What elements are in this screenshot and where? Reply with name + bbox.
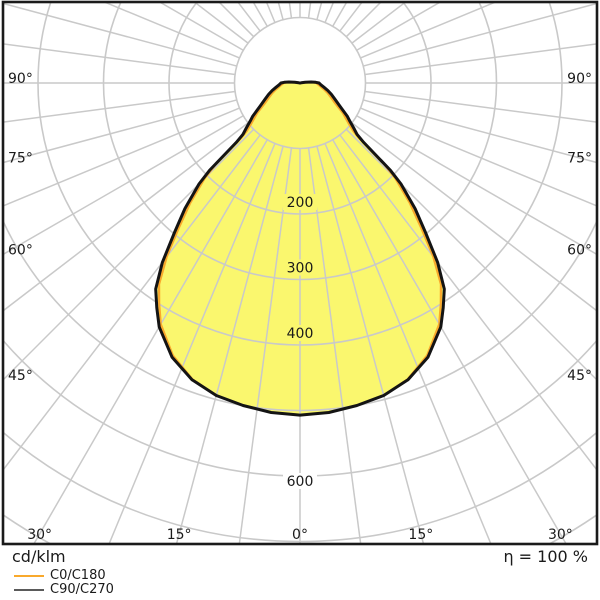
angle-label-left: 45° [8, 368, 33, 384]
grid-radial [363, 3, 596, 67]
grid-radial [4, 134, 261, 470]
ring-label: 200 [287, 195, 314, 211]
grid-radial [356, 115, 596, 255]
legend-item-c90: C90/C270 [14, 583, 114, 597]
c90-c270-curve [154, 80, 446, 417]
grid-radial [159, 3, 244, 51]
grid-radial [4, 122, 249, 312]
legend-label-c0: C0/C180 [50, 568, 106, 583]
grid-radial [175, 146, 284, 543]
efficiency-label: η = 100 % [503, 547, 588, 566]
grid-radial [194, 3, 249, 44]
legend-item-c0: C0/C180 [14, 569, 114, 583]
grid-radial [33, 139, 268, 543]
ring-label: 600 [287, 474, 314, 490]
c90-line-swatch [14, 589, 44, 591]
grid-radial [4, 128, 255, 381]
grid-radial [351, 3, 406, 44]
grid-radial [108, 143, 276, 543]
grid-radial [4, 90, 236, 123]
ring-label-chip [283, 473, 317, 489]
ring-label: 400 [287, 326, 314, 342]
c0-line-swatch [14, 575, 44, 577]
angle-label-bottom: 15° [408, 527, 433, 543]
legend-label-c90: C90/C270 [50, 582, 114, 597]
ring-label-chip [283, 325, 317, 341]
grid-radial [4, 3, 237, 67]
grid-radial [364, 43, 596, 76]
angle-label-right: 75° [567, 151, 592, 167]
grid-radial [4, 99, 237, 164]
unit-label: cd/klm [12, 547, 66, 566]
grid-radial [4, 107, 240, 207]
angle-label-right: 90° [567, 71, 592, 87]
grid-radial [360, 3, 496, 59]
polar-chart-svg: 200 300 400 600 90° 90° 75° 75° 60° 60° 45° 45° 30° 3… [1, 0, 599, 546]
ring-label-chip [283, 259, 317, 276]
angle-label-left: 90° [8, 71, 33, 87]
angle-label-bottom: 15° [167, 527, 192, 543]
chart-footer: cd/klm η = 100 % C0/C180 C90/C270 [0, 544, 600, 600]
angle-label-right: 45° [567, 368, 592, 384]
angle-label-left: 60° [8, 242, 33, 258]
legend: C0/C180 C90/C270 [14, 569, 114, 597]
grid-radial [104, 3, 240, 59]
grid-radial [363, 99, 596, 164]
grid-radial [364, 90, 596, 123]
grid-radial [351, 122, 596, 312]
angle-label-bottom: 30° [548, 527, 573, 543]
angle-label-bottom: 30° [27, 527, 52, 543]
grid-radial [345, 128, 596, 381]
grid-radial [324, 143, 492, 543]
ring-label-chip [283, 194, 317, 210]
grid-radial [316, 146, 425, 543]
polar-chart: 200 300 400 600 90° 90° 75° 75° 60° 60° 45° 45° 30° 3… [1, 0, 599, 546]
grid-radial [339, 134, 596, 470]
angle-label-bottom: 0° [292, 527, 308, 543]
ring-label: 300 [287, 261, 314, 277]
grid-radial [356, 3, 441, 51]
angle-label-left: 75° [8, 151, 33, 167]
grid-radial [4, 43, 236, 76]
grid-radial [238, 147, 293, 543]
chart-frame [1, 0, 599, 546]
grid-radial [332, 139, 567, 543]
grid-radial [360, 107, 596, 207]
grid-radial [307, 147, 362, 543]
grid-radial [4, 115, 244, 255]
angle-label-right: 60° [567, 242, 592, 258]
